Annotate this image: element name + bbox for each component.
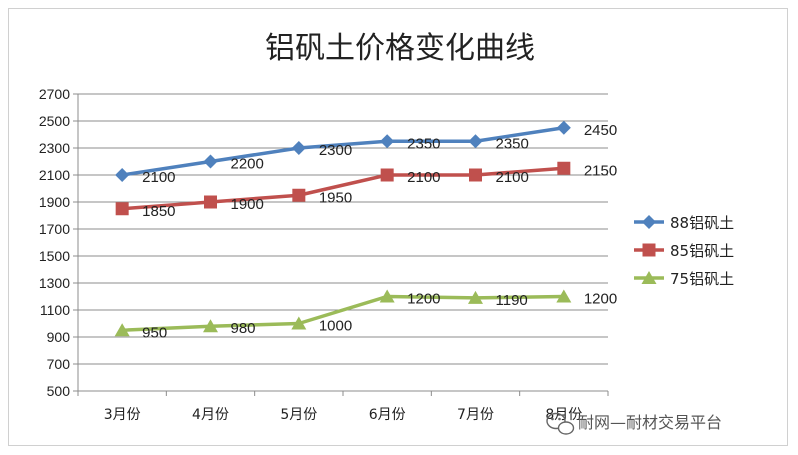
data-label: 1900	[231, 196, 264, 213]
data-point	[557, 161, 571, 175]
data-point	[556, 289, 572, 303]
data-label: 2100	[496, 169, 529, 186]
y-tick-label: 1500	[39, 248, 70, 264]
chart-frame	[8, 8, 788, 446]
x-tick-label: 6月份	[369, 407, 406, 423]
watermark-text: 耐网—耐材交易平台	[578, 413, 722, 432]
data-label: 2200	[231, 156, 264, 173]
data-point	[114, 323, 130, 337]
legend-swatch-marker	[642, 215, 656, 229]
y-tick-label: 2300	[39, 140, 70, 156]
series-line	[122, 166, 564, 211]
data-label: 1850	[142, 203, 175, 220]
data-label: 1190	[496, 292, 528, 309]
x-tick-label: 3月份	[104, 407, 141, 423]
watermark: 耐网—耐材交易平台	[546, 412, 722, 435]
x-tick-label: 5月份	[280, 407, 317, 423]
data-point	[115, 168, 130, 182]
y-tick-label: 700	[47, 356, 71, 372]
series-1: 2100 2200 2300 2350 2350 2450	[115, 120, 617, 186]
y-tick-label: 2100	[39, 167, 70, 183]
legend-item: 85铝矾土	[634, 242, 734, 260]
data-point	[468, 290, 483, 304]
y-tick-label: 1300	[39, 275, 70, 291]
data-label: 980	[231, 320, 256, 337]
data-label: 2100	[142, 169, 175, 186]
x-tick-label: 7月份	[457, 407, 494, 423]
legend-swatch-marker	[641, 271, 657, 284]
data-label: 2350	[407, 135, 440, 152]
data-label: 1200	[407, 291, 440, 308]
x-axis: 3月份 4月份 5月份 6月份 7月份 8月份	[77, 391, 609, 423]
series-3: 950 980 1000 1200 1190 1200	[114, 289, 617, 341]
y-tick-label: 1700	[39, 221, 70, 237]
y-tick-label: 500	[47, 383, 71, 399]
series-line	[122, 294, 564, 332]
legend-label: 88铝矾土	[670, 214, 734, 232]
series-layer: 2100 2200 2300 2350 2350 2450 1850 1900 1950 2100…	[114, 120, 617, 341]
data-point	[556, 120, 571, 135]
data-point	[380, 134, 395, 149]
data-point	[469, 168, 482, 182]
data-label: 2450	[584, 122, 617, 139]
x-tick-label: 4月份	[192, 407, 229, 423]
data-point	[291, 141, 306, 155]
data-point	[380, 168, 394, 182]
legend-label: 75铝矾土	[670, 270, 734, 288]
y-tick-label: 2500	[39, 113, 70, 129]
data-label: 2100	[407, 169, 440, 186]
data-label: 1200	[584, 291, 617, 308]
data-point	[291, 316, 307, 330]
data-label: 950	[142, 324, 167, 341]
data-point	[379, 289, 395, 303]
x-tick-label: 8月份	[545, 407, 582, 423]
data-label: 2150	[584, 162, 617, 179]
y-tick-label: 900	[47, 329, 71, 345]
chart-title: 铝矾土价格变化曲线	[265, 31, 535, 66]
legend-item: 75铝矾土	[634, 270, 734, 288]
data-label: 1950	[319, 189, 352, 206]
data-point	[468, 134, 483, 149]
series-line	[121, 126, 565, 177]
y-axis: 500 700 900 1100 1300 1500 1700 1900 2100 2300 250…	[39, 86, 79, 399]
data-point	[204, 195, 217, 209]
legend: 88铝矾土 85铝矾土 75铝矾土	[634, 214, 734, 288]
data-point	[203, 154, 218, 169]
data-label: 1000	[319, 318, 352, 335]
series-2: 1850 1900 1950 2100 2100 2150	[115, 161, 617, 220]
legend-swatch-marker	[642, 243, 656, 257]
data-point	[292, 188, 306, 202]
data-point	[203, 319, 218, 333]
legend-label: 85铝矾土	[670, 242, 734, 260]
y-tick-label: 2700	[39, 86, 70, 102]
data-label: 2350	[496, 135, 529, 152]
y-tick-label: 1100	[40, 302, 70, 318]
y-tick-label: 1900	[39, 194, 70, 210]
data-point	[115, 202, 129, 216]
data-label: 2300	[319, 142, 352, 159]
wechat-icon	[546, 412, 575, 435]
legend-item: 88铝矾土	[634, 214, 734, 232]
